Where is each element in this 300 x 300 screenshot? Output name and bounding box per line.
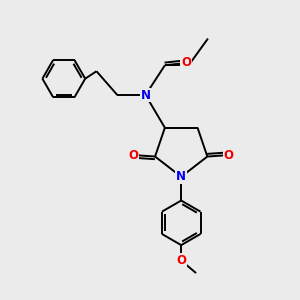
Text: O: O [181,56,191,69]
Text: O: O [129,148,139,162]
Text: N: N [176,170,186,183]
Text: O: O [176,254,186,267]
Text: N: N [140,88,151,101]
Text: O: O [224,148,234,162]
